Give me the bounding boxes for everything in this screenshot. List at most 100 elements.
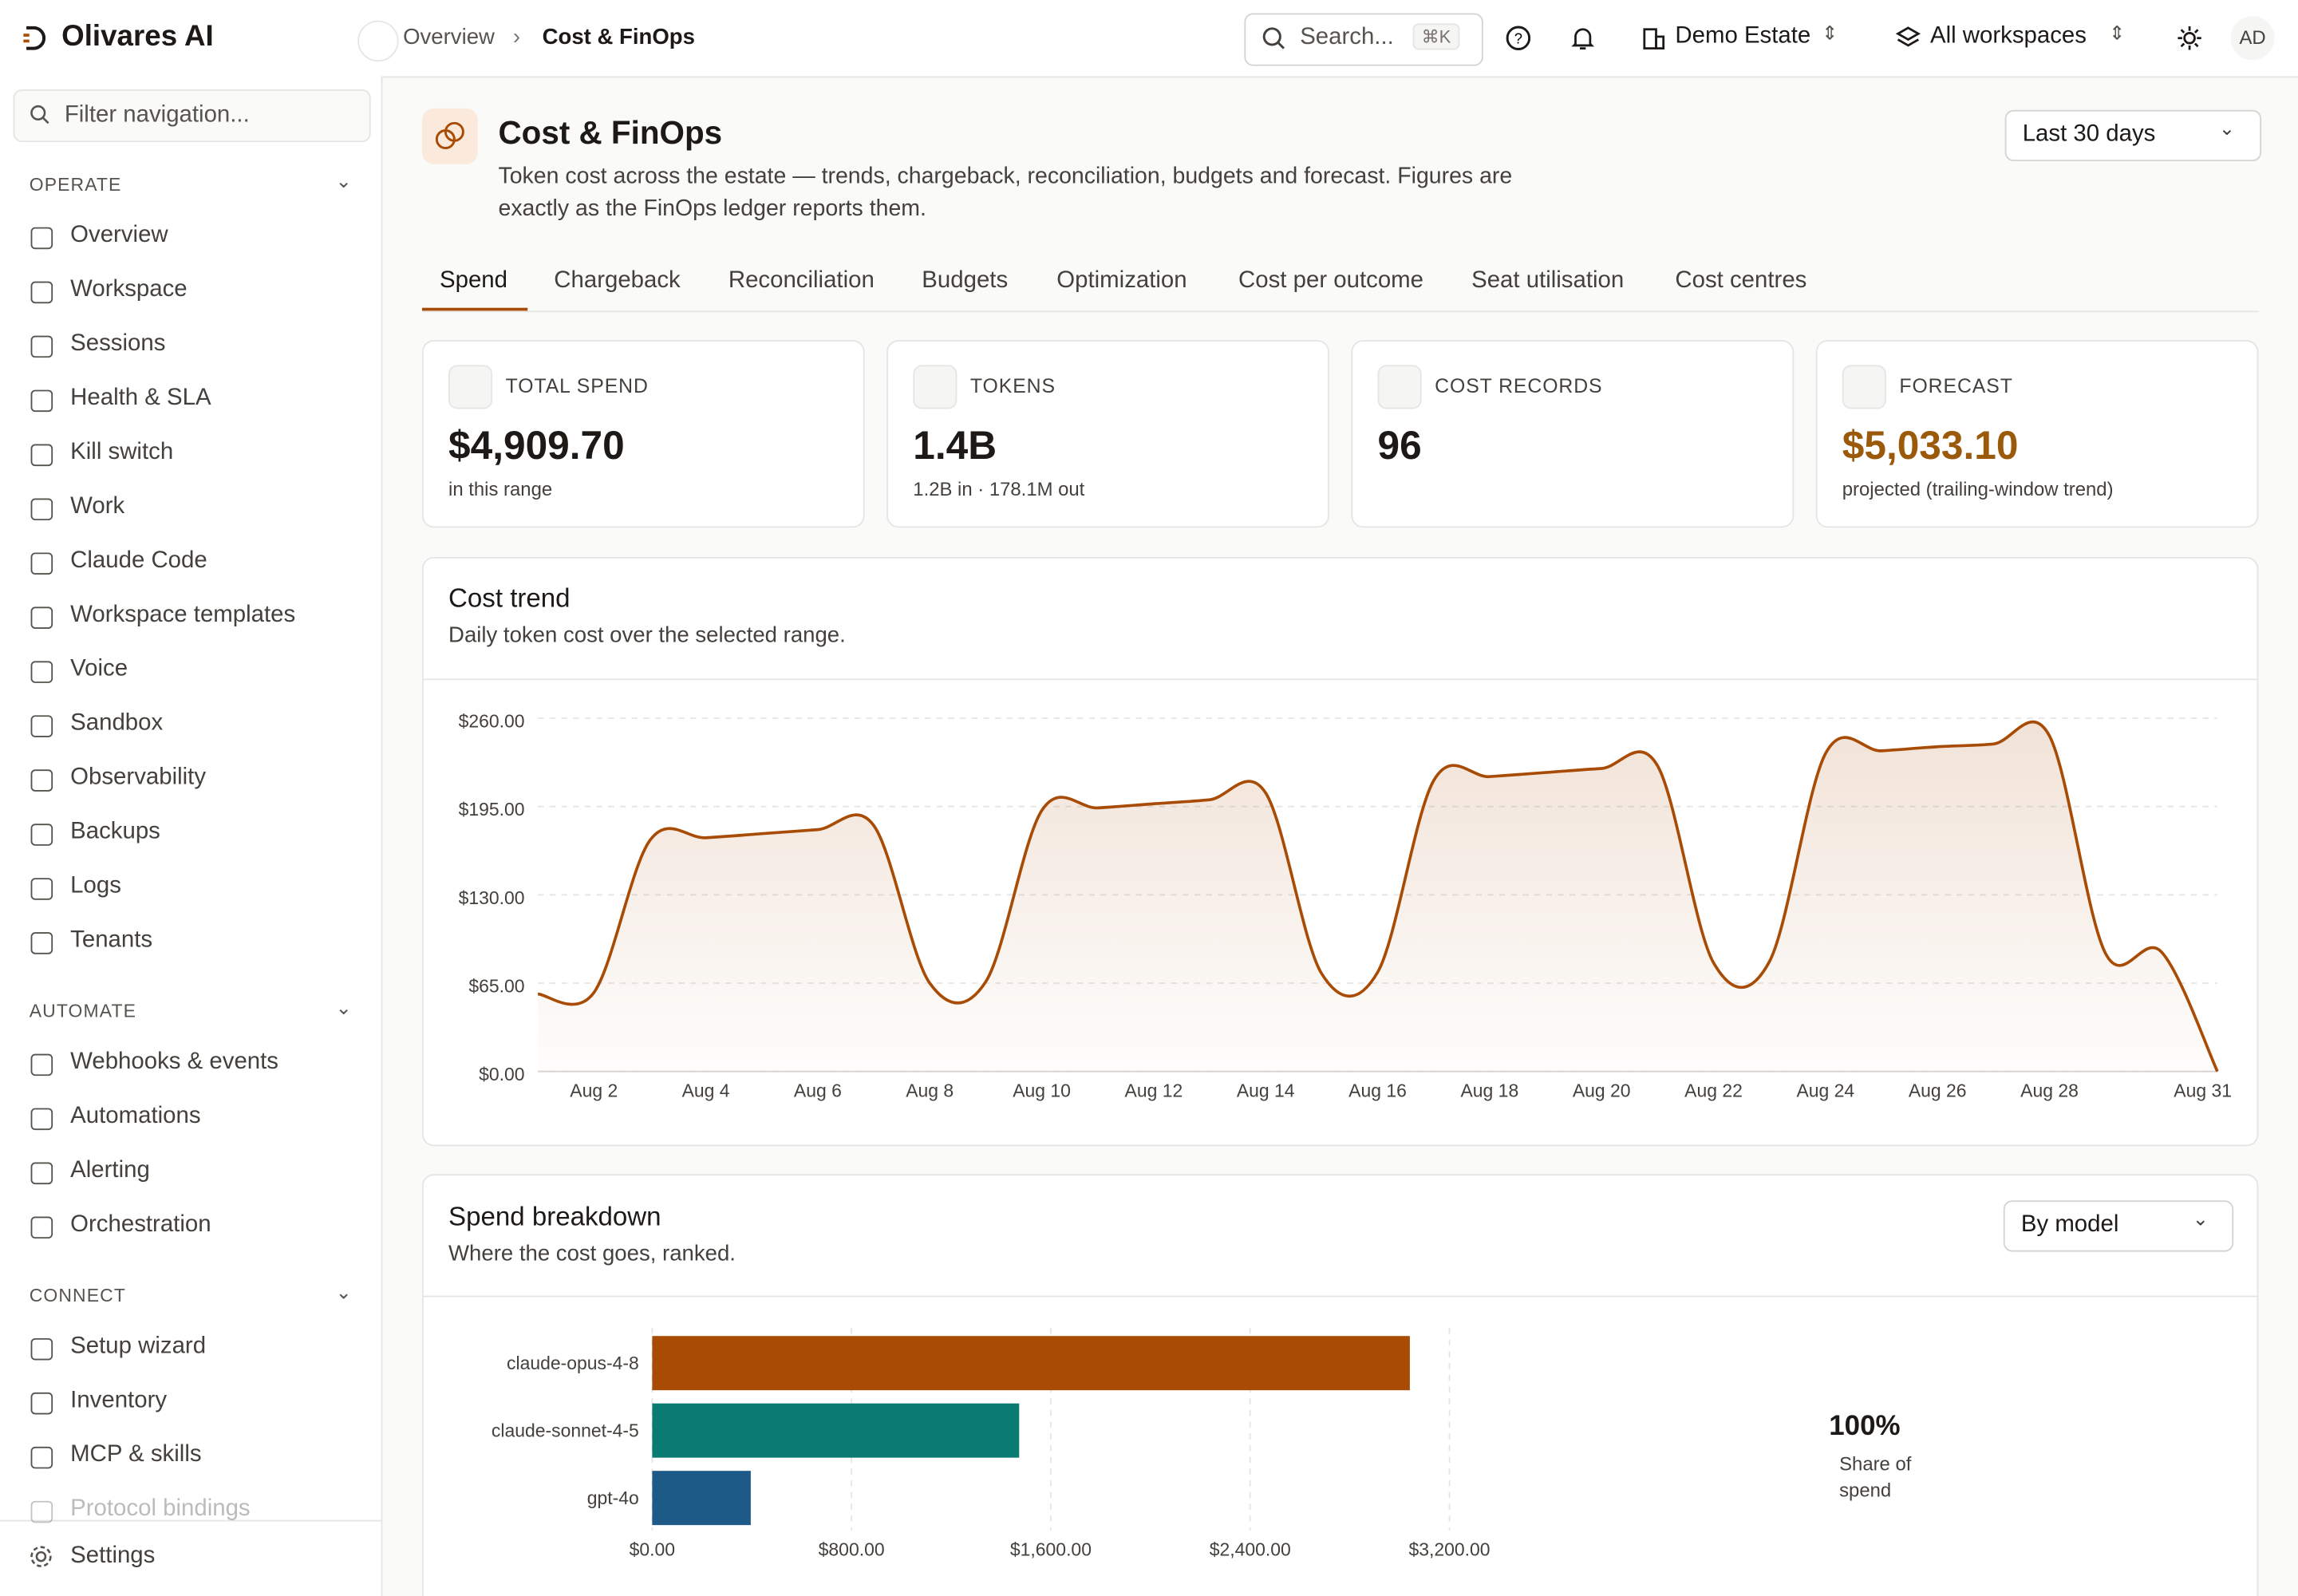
tab[interactable]: Spend	[440, 268, 507, 294]
bar	[652, 1471, 751, 1526]
nav-icon	[30, 1337, 53, 1361]
card-rule	[421, 678, 2259, 681]
card-subtitle: Where the cost goes, ranked.	[448, 1241, 736, 1266]
nav-section: CONNECT	[29, 1285, 126, 1306]
chevron: ⌄	[2218, 117, 2235, 140]
kpi-value: $4,909.70	[448, 423, 625, 468]
theme-icon[interactable]	[2177, 25, 2203, 51]
filter-placeholder: Filter navigation...	[64, 102, 250, 128]
tab[interactable]: Cost centres	[1675, 268, 1807, 294]
kpi-label: FORECAST	[1899, 375, 2013, 397]
nav-icon	[30, 606, 53, 629]
x-tick-label: Aug 8	[906, 1080, 954, 1100]
nav-item[interactable]: Automations	[70, 1104, 201, 1129]
nav-item[interactable]: Overview	[70, 223, 168, 248]
nav-icon	[30, 335, 53, 358]
svg-text:?: ?	[1514, 30, 1522, 46]
nav-item[interactable]: Kill switch	[70, 440, 174, 465]
logo	[23, 26, 46, 50]
line	[537, 721, 2219, 1073]
nav-item[interactable]: Observability	[70, 764, 207, 791]
x-tick-label: $0.00	[630, 1539, 675, 1559]
y-tick-label: $195.00	[459, 799, 525, 820]
x-tick-label: Aug 14	[1237, 1080, 1295, 1100]
kpi-value: 1.4B	[913, 423, 997, 468]
nav-icon	[30, 715, 53, 737]
x-tick-label: $1,600.00	[1010, 1539, 1092, 1559]
nav-item[interactable]: Sessions	[70, 331, 166, 357]
chevron: ⌄	[335, 996, 352, 1019]
bar	[652, 1336, 1410, 1391]
filter-icon	[30, 105, 49, 124]
nav-item[interactable]: Logs	[70, 873, 121, 899]
nav-item[interactable]: Inventory	[70, 1388, 168, 1413]
search-placeholder: Search...	[1300, 25, 1394, 50]
kpi-icon	[913, 365, 958, 409]
nav-item[interactable]: Voice	[70, 656, 128, 682]
kpi-icon	[1842, 365, 1886, 409]
tab-active	[421, 307, 528, 311]
tab[interactable]: Budgets	[922, 268, 1009, 294]
group-label: By model	[2020, 1211, 2119, 1238]
nav-icon	[30, 878, 53, 900]
group-select[interactable]	[2003, 1200, 2234, 1252]
x-tick-label: Aug 22	[1684, 1080, 1743, 1100]
x-tick-label: Aug 6	[794, 1080, 842, 1100]
nav-item[interactable]: Alerting	[70, 1158, 150, 1183]
nav-item[interactable]: Protocol bindings	[70, 1496, 251, 1522]
nav-icon	[30, 444, 53, 467]
nav-icon	[30, 932, 53, 954]
tab[interactable]: Cost per outcome	[1238, 268, 1423, 294]
kpi-card	[1815, 340, 2259, 528]
kpi-note: in this range	[448, 477, 553, 500]
kpi-label: COST RECORDS	[1435, 375, 1603, 397]
nav-icon	[30, 1053, 53, 1077]
chevron: ⌄	[335, 170, 352, 192]
kpi-card	[1351, 340, 1795, 528]
tab[interactable]: Optimization	[1056, 268, 1187, 294]
nav-icon	[30, 1108, 53, 1131]
x-tick-label: Aug 26	[1909, 1080, 1967, 1100]
estate-icon	[1643, 28, 1665, 49]
tab[interactable]: Chargeback	[554, 268, 681, 294]
kpi-value: $5,033.10	[1842, 423, 2019, 468]
kpi-icon	[448, 365, 493, 409]
nav-item[interactable]: Webhooks & events	[70, 1049, 279, 1075]
estate-selector[interactable]: Demo Estate	[1675, 23, 1811, 49]
nav-item[interactable]: Workspace	[70, 277, 188, 302]
nav-item[interactable]: Claude Code	[70, 547, 207, 574]
range-select[interactable]	[2004, 109, 2262, 162]
avatar[interactable]: AD	[2230, 16, 2275, 61]
bell-icon[interactable]	[1570, 25, 1596, 51]
nav-item[interactable]: Orchestration	[70, 1211, 211, 1238]
nav-icon	[30, 227, 53, 250]
x-tick-label: $800.00	[819, 1539, 885, 1559]
nav-item[interactable]: Workspace templates	[70, 602, 296, 628]
nav-item[interactable]: Backups	[70, 819, 160, 844]
breadcrumb-link[interactable]: Overview	[403, 25, 495, 50]
tab[interactable]: Seat utilisation	[1471, 268, 1625, 294]
x-tick-label: Aug 18	[1461, 1080, 1519, 1100]
nav-item[interactable]: MCP & skills	[70, 1442, 202, 1468]
help-icon[interactable]: ?	[1505, 25, 1531, 51]
y-tick-label: $0.00	[479, 1064, 524, 1084]
nav-item[interactable]: Health & SLA	[70, 385, 211, 411]
nav-item[interactable]: Work	[70, 493, 125, 519]
filter-input[interactable]	[13, 89, 371, 143]
nav-item[interactable]: Setup wizard	[70, 1333, 207, 1359]
collapse-button[interactable]	[357, 20, 399, 62]
settings-link[interactable]: Settings	[70, 1543, 156, 1569]
x-tick-label: Aug 16	[1348, 1080, 1407, 1100]
card-title: Spend breakdown	[448, 1202, 661, 1231]
nav-icon	[30, 1446, 53, 1469]
kpi-label: TOTAL SPEND	[505, 375, 649, 397]
nav-icon	[30, 498, 53, 521]
workspace-selector[interactable]: All workspaces	[1929, 23, 2087, 49]
tab[interactable]: Reconciliation	[728, 268, 875, 294]
nav-item[interactable]: Tenants	[70, 927, 153, 953]
range-label: Last 30 days	[2022, 121, 2156, 147]
nav-item[interactable]: Sandbox	[70, 710, 164, 737]
kpi-card	[886, 340, 1329, 528]
sidebar	[0, 76, 383, 1596]
